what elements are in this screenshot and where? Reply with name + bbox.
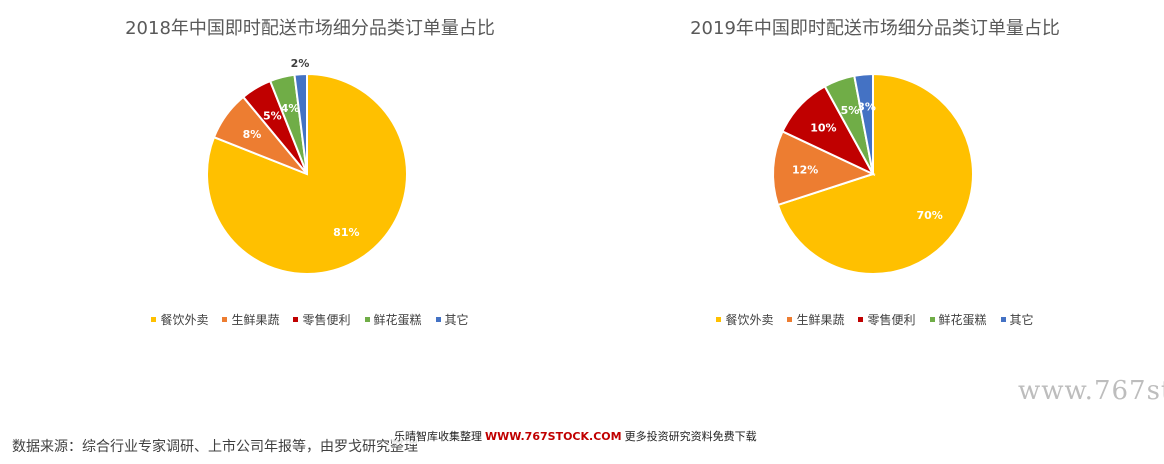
chart-title-2019: 2019年中国即时配送市场细分品类订单量占比	[690, 18, 1060, 39]
legend-swatch	[787, 317, 793, 322]
legend-swatch	[929, 317, 935, 322]
legend-label: 鲜花蛋糕	[938, 313, 987, 327]
legend-label: 零售便利	[867, 313, 916, 327]
legend-item: 零售便利	[858, 311, 916, 328]
legend-item: 其它	[435, 311, 469, 328]
pie-slice-生鲜果蔬	[772, 130, 876, 207]
data-label: 70%	[916, 209, 942, 222]
banner-url-link[interactable]: WWW.767STOCK.COM	[485, 430, 622, 443]
chart-title-2018: 2018年中国即时配送市场细分品类订单量占比	[125, 18, 495, 39]
banner-suffix: 更多投资研究资料免费下载	[624, 430, 757, 443]
legend-swatch	[716, 317, 722, 322]
pie-slice-其它	[853, 72, 874, 175]
legend-label: 生鲜果蔬	[796, 313, 845, 327]
legend-swatch	[858, 317, 864, 322]
legend-item: 生鲜果蔬	[222, 311, 279, 328]
data-label: 3%	[857, 100, 876, 113]
source-note: 数据来源：综合行业专家调研、上市公司年报等，由罗戈研究整理	[12, 439, 418, 455]
legend-item: 零售便利	[293, 311, 351, 328]
legend-label: 其它	[444, 313, 469, 327]
legend-item: 餐饮外卖	[716, 311, 773, 328]
download-banner: 乐晴智库收集整理 WWW.767STOCK.COM 更多投资研究资料免费下载	[392, 428, 759, 444]
legend-label: 生鲜果蔬	[231, 313, 280, 327]
data-label: 5%	[841, 104, 860, 117]
watermark: www.767sto	[1018, 376, 1164, 406]
legend-2019: 餐饮外卖 生鲜果蔬 零售便利 鲜花蛋糕 其它	[595, 311, 1155, 328]
banner-prefix: 乐晴智库收集整理	[394, 430, 482, 443]
legend-label: 其它	[1009, 313, 1034, 327]
legend-label: 鲜花蛋糕	[373, 313, 422, 327]
legend-2018: 餐饮外卖 生鲜果蔬 零售便利 鲜花蛋糕 其它	[30, 311, 590, 328]
data-label: 12%	[792, 164, 818, 177]
pie-slice-餐饮外卖	[776, 72, 974, 275]
legend-swatch	[151, 317, 157, 322]
pie-2018: 81% 8%5%4% 2%	[206, 57, 408, 275]
data-label: 8%	[243, 128, 262, 141]
pie-slice-其它	[293, 72, 308, 175]
data-label: 4%	[281, 102, 300, 115]
legend-item: 鲜花蛋糕	[364, 311, 422, 328]
legend-swatch	[222, 317, 228, 322]
chart-2019: 70% 12% 10% 5% 3% 2019年中国即时配送市场细分品类订单量占比 餐饮外…	[595, 0, 1155, 340]
chart-2018: 81% 8% 5% 4% 2% 2018年中国即时配送市场细分品类订单量占比 餐饮外卖 …	[30, 0, 590, 340]
legend-swatch	[435, 317, 441, 322]
data-label: 2%	[291, 57, 310, 70]
legend-swatch	[1000, 317, 1006, 322]
legend-label: 餐饮外卖	[160, 313, 209, 327]
pie-2019: 70% 12% 10% 5%3%	[772, 72, 974, 275]
data-label: 5%	[263, 109, 282, 122]
legend-swatch	[364, 317, 370, 322]
legend-label: 零售便利	[302, 313, 351, 327]
data-label: 81%	[333, 226, 359, 239]
legend-item: 其它	[1000, 311, 1034, 328]
data-label: 10%	[810, 121, 836, 134]
legend-swatch	[293, 317, 299, 322]
legend-label: 餐饮外卖	[725, 313, 774, 327]
legend-item: 生鲜果蔬	[787, 311, 844, 328]
legend-item: 鲜花蛋糕	[929, 311, 987, 328]
legend-item: 餐饮外卖	[151, 311, 208, 328]
